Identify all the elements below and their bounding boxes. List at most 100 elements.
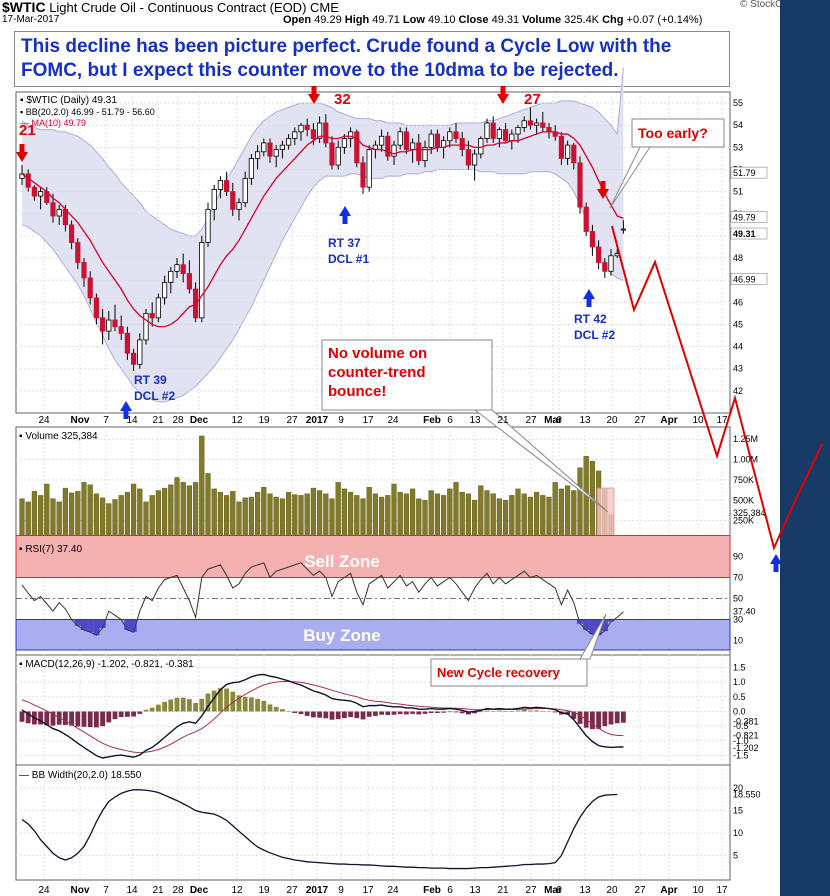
- x-axis-label-top: Apr: [660, 415, 677, 426]
- candle-up: [155, 297, 161, 319]
- volume-legend: ▪ Volume 325,384: [19, 431, 98, 442]
- ohlc-readout: Open 49.29 High 49.71 Low 49.10 Close 49…: [283, 14, 702, 26]
- x-axis-label-bottom: 21: [152, 885, 164, 896]
- volume-bar: [118, 495, 124, 542]
- x-axis-label-bottom: Feb: [423, 885, 441, 896]
- dcl1-arrow: [339, 206, 351, 216]
- macd-histogram-bar: [236, 695, 242, 712]
- volume-bar: [75, 491, 81, 542]
- candle-up: [236, 202, 242, 210]
- candle-down: [25, 173, 31, 188]
- macd-histogram-bar: [38, 711, 43, 725]
- rsi-oversold-fill: [74, 619, 81, 626]
- price-tick-label: 44: [733, 342, 743, 352]
- dcl2-nov-label: DCL #2: [134, 389, 175, 403]
- macd-histogram-bar: [422, 711, 428, 714]
- macd-histogram-bar: [249, 697, 254, 712]
- candle-down: [267, 142, 273, 157]
- candle-down: [465, 149, 472, 166]
- volume-bar: [329, 498, 335, 542]
- x-axis-label-bottom: Nov: [71, 885, 90, 896]
- macd-value-tag: -0.821: [733, 731, 759, 741]
- macd-histogram-bar: [323, 711, 329, 719]
- cycle-count-32: 32: [334, 91, 351, 108]
- macd-histogram-bar: [199, 698, 205, 712]
- volume-bar: [199, 435, 205, 542]
- macd-histogram-bar: [509, 711, 515, 712]
- x-axis-label-bottom: Mar: [544, 885, 562, 896]
- commentary-line-1: This decline has been picture perfect. C…: [21, 36, 672, 57]
- dcl1-label: DCL #1: [328, 252, 369, 266]
- x-axis-label-bottom: 24: [387, 885, 399, 896]
- macd-histogram-bar: [280, 709, 285, 712]
- macd-histogram-bar: [571, 711, 577, 719]
- x-axis-label-bottom: 12: [231, 885, 243, 896]
- candle-down: [589, 231, 596, 248]
- candle-down: [75, 242, 81, 263]
- candle-up: [515, 127, 521, 135]
- high-label: High: [344, 14, 370, 26]
- macd-histogram-bar: [211, 690, 217, 712]
- x-axis-label-top: 6: [556, 415, 562, 426]
- candle-down: [354, 131, 360, 164]
- projected-cycle-low-arrow: [770, 554, 782, 564]
- volume-bar: [62, 487, 69, 542]
- x-axis-label-top: 24: [38, 415, 50, 426]
- candle-down: [459, 138, 465, 150]
- x-axis-label-bottom: 27: [525, 885, 537, 896]
- volume-bar: [410, 488, 416, 542]
- volume-bar: [137, 488, 143, 542]
- candle-down: [558, 135, 565, 159]
- rsi-oversold-fill: [583, 619, 590, 630]
- macd-histogram-bar: [131, 711, 136, 717]
- rsi-line: [21, 562, 624, 636]
- candle-up: [409, 142, 416, 150]
- rsi-oversold-fill: [93, 619, 100, 636]
- candle-up: [347, 131, 354, 139]
- candle-up: [168, 270, 174, 283]
- price-tick-label: 42: [733, 386, 743, 396]
- rsi-value-tag: 37.40: [733, 607, 756, 617]
- volume-bar: [583, 456, 589, 542]
- macd-histogram-bar: [354, 711, 360, 718]
- macd-histogram-bar: [224, 688, 229, 712]
- macd-histogram-bar: [534, 710, 539, 712]
- cycle-top-arrow-32-shaft: [311, 86, 317, 95]
- candle-up: [273, 149, 279, 157]
- symbol-label: $WTIC: [2, 0, 46, 15]
- projected-cycle-low-arrow-shaft: [773, 563, 779, 572]
- volume-bar: [174, 477, 180, 542]
- volume-bar: [354, 495, 360, 542]
- rsi-oversold-fill: [124, 619, 131, 630]
- x-axis-label-bottom: 20: [606, 885, 618, 896]
- bbwidth-tick-label: 15: [733, 806, 743, 816]
- volume-bar: [577, 467, 583, 542]
- macd-tick-label: 0.0: [733, 707, 746, 717]
- candle-up: [211, 189, 217, 210]
- candle-up: [174, 264, 180, 272]
- macd-histogram-bar: [311, 711, 316, 718]
- macd-histogram-bar: [335, 711, 341, 720]
- volume-bar: [19, 498, 25, 542]
- candle-up: [285, 138, 292, 146]
- bbwidth-tick-label: 20: [733, 783, 743, 793]
- macd-histogram-bar: [391, 711, 397, 715]
- x-axis-label-top: 28: [172, 415, 184, 426]
- bollinger-upper-line: [21, 67, 624, 237]
- candle-up: [56, 208, 62, 217]
- cycle-recovery-callout-text: New Cycle recovery: [437, 665, 561, 680]
- candle-up: [565, 144, 571, 159]
- candle-up: [217, 180, 223, 190]
- x-axis-label-top: 12: [231, 415, 243, 426]
- too-early-arrow: [597, 189, 609, 199]
- volume-bar: [286, 491, 292, 542]
- volume-bar: [366, 487, 372, 542]
- macd-histogram-bar: [180, 697, 186, 712]
- volume-bar: [68, 492, 75, 542]
- macd-panel-frame: [15, 654, 731, 766]
- macd-tick-label: -1.5: [733, 751, 749, 761]
- x-axis-label-bottom: 13: [469, 885, 481, 896]
- macd-histogram-bar: [453, 711, 459, 713]
- candle-up: [242, 177, 248, 204]
